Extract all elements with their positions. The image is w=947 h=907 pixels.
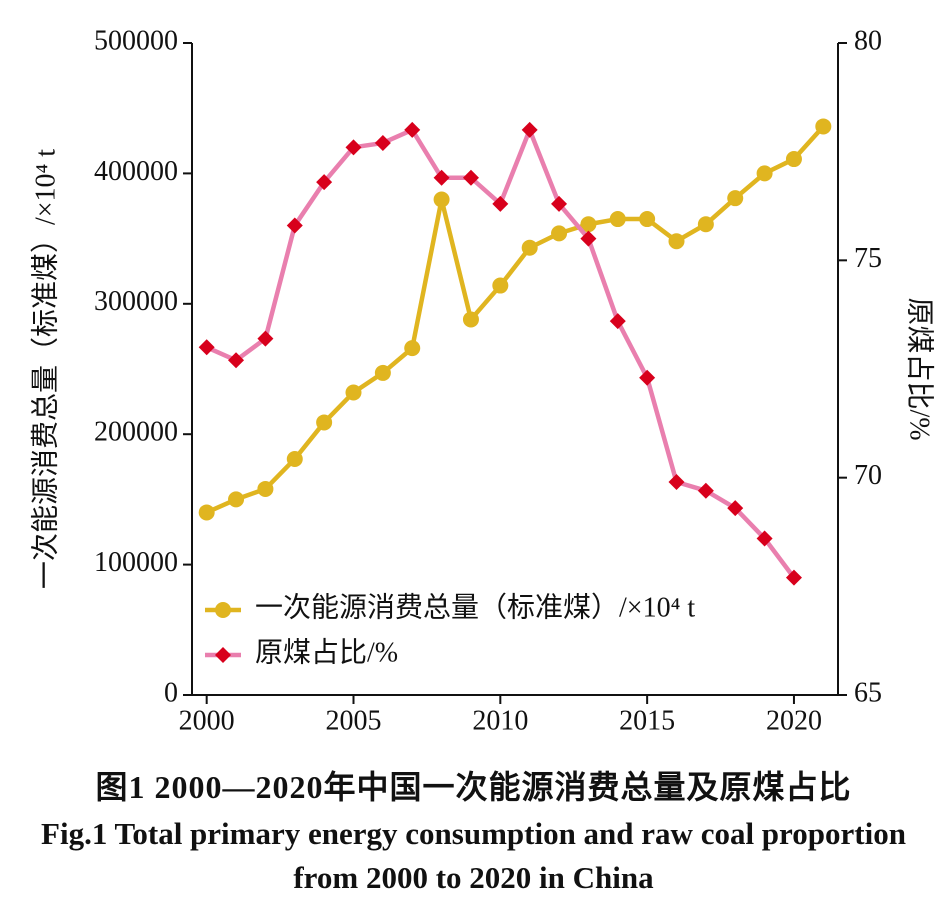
marker (462, 311, 479, 328)
marker (580, 216, 597, 233)
y2-tick-label: 65 (854, 677, 882, 708)
marker (609, 313, 626, 330)
marker (404, 121, 421, 138)
marker (580, 230, 597, 247)
x-tick-label: 2000 (179, 705, 235, 736)
caption-cn: 图1 2000—2020年中国一次能源消费总量及原煤占比 (95, 769, 852, 805)
marker (404, 340, 421, 357)
marker (198, 504, 215, 521)
marker (215, 602, 231, 618)
marker (286, 217, 303, 234)
marker (697, 482, 714, 499)
marker (198, 339, 215, 356)
marker (345, 384, 362, 401)
marker (609, 211, 626, 228)
marker (697, 216, 714, 233)
marker (756, 165, 773, 182)
marker (492, 195, 509, 212)
caption-en: Fig.1 Total primary energy consumption a… (41, 816, 906, 895)
y2-axis-label: 原煤占比/% (904, 297, 936, 440)
marker (257, 480, 274, 497)
marker (345, 139, 362, 156)
marker (215, 647, 231, 663)
marker (521, 121, 538, 138)
marker (492, 277, 509, 294)
marker (756, 530, 773, 547)
marker (316, 414, 333, 431)
y2-tick-label: 70 (854, 460, 882, 491)
marker (727, 190, 744, 207)
marker (228, 352, 245, 369)
y2-tick-label: 75 (854, 243, 882, 274)
marker (727, 500, 744, 517)
chart: 0 100000 200000 300000 400000 500000 65 70 75 80 2… (29, 25, 936, 736)
series-line (205, 124, 825, 515)
y-tick-label: 300000 (94, 286, 178, 317)
marker (433, 191, 450, 208)
marker (785, 151, 802, 168)
x-tick-label: 2020 (766, 705, 822, 736)
marker (433, 169, 450, 186)
marker (374, 364, 391, 381)
y2-tick-label: 80 (854, 25, 882, 56)
marker (521, 239, 538, 256)
y-tick-label: 400000 (94, 156, 178, 187)
marker (316, 174, 333, 191)
y-tick-label: 0 (164, 677, 178, 708)
x-tick-label: 2010 (472, 705, 528, 736)
marker (668, 474, 685, 491)
marker (668, 233, 685, 250)
marker (286, 450, 303, 467)
marker (257, 330, 274, 347)
marker (462, 169, 479, 186)
y-tick-label: 500000 (94, 25, 178, 56)
y-tick-label: 200000 (94, 417, 178, 448)
marker (639, 369, 656, 386)
marker (815, 118, 832, 135)
marker (785, 569, 802, 586)
marker (374, 134, 391, 151)
marker (551, 195, 568, 212)
y-axis-label: 一次能源消费总量（标准煤）/×10⁴ t (29, 149, 61, 589)
marker (551, 225, 568, 242)
x-tick-label: 2015 (619, 705, 675, 736)
marker (639, 211, 656, 228)
y-tick-label: 100000 (94, 547, 178, 578)
legend-label: 原煤占比/% (255, 636, 398, 668)
x-tick-label: 2005 (326, 705, 382, 736)
legend-label: 一次能源消费总量（标准煤）/×10⁴ t (255, 591, 695, 623)
marker (228, 491, 245, 508)
